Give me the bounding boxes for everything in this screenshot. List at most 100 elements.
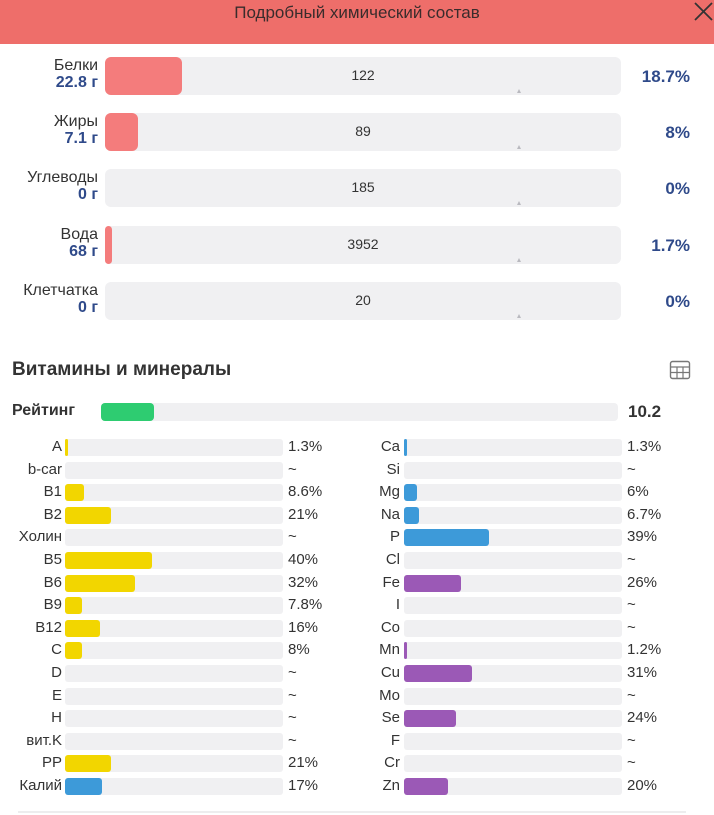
macro-bar: 122 [105, 57, 621, 95]
nutrient-row: B12 16% [0, 619, 714, 639]
nutrient-bar [404, 687, 622, 705]
nutrient-name: Se [381, 709, 400, 727]
macro-bar: 20 [105, 282, 621, 320]
nutrient-bar [404, 574, 622, 592]
nutrient-row: Cl ~ [0, 551, 714, 571]
table-view-button[interactable] [669, 360, 691, 380]
nutrient-percent: ~ [288, 731, 297, 749]
macro-row: Белки 22.8 г 122 18.7% [0, 57, 714, 103]
nutrient-name: F [390, 731, 400, 749]
nutrient-percent: 39% [627, 528, 658, 546]
nutrient-name: Na [380, 505, 400, 523]
nutrient-percent: ~ [627, 596, 636, 614]
nutrient-bar [404, 732, 622, 750]
macro-percent: 18.7% [641, 67, 690, 86]
nutrient-row: Ca 1.3% [0, 438, 714, 458]
nutrient-bar-fill [404, 506, 419, 524]
nutrient-name: вит.K [26, 731, 62, 749]
nutrient-percent: ~ [627, 686, 636, 704]
nutrient-name: I [395, 596, 400, 614]
nutrient-name: B6 [43, 573, 62, 591]
nutrient-bar-fill [404, 642, 407, 660]
nutrient-bar [404, 552, 622, 569]
nutrient-row: Zn 20% [0, 777, 714, 797]
nutrient-bar [65, 574, 283, 592]
macro-bar: 185 [105, 169, 621, 207]
nutrient-row: Fe 26% [0, 574, 714, 594]
nutrient-bar-fill [65, 439, 68, 456]
nutrient-percent: 16% [288, 618, 319, 636]
nutrient-row: b-car ~ [0, 461, 714, 481]
rating-bar-fill [101, 403, 154, 421]
nutrient-name: A [51, 438, 62, 455]
nutrient-percent: 7.8% [288, 596, 323, 614]
nutrient-name: Mn [379, 641, 400, 659]
nutrient-row: F ~ [0, 732, 714, 752]
nutrient-percent: 17% [288, 777, 319, 794]
nutrient-row: Mo ~ [0, 687, 714, 707]
nutrient-bar [65, 529, 283, 547]
nutrient-bar-fill [404, 439, 407, 456]
macro-percent: 1.7% [651, 236, 690, 255]
nutrient-row: Cu 31% [0, 664, 714, 684]
nutrient-row: Mn 1.2% [0, 641, 714, 661]
nutrient-bar [65, 461, 283, 479]
nutrient-bar [65, 597, 283, 615]
nutrient-row: B5 40% [0, 551, 714, 571]
nutrient-row: Co ~ [0, 619, 714, 639]
macro-norm: 89 [355, 123, 371, 139]
nutrient-bar-fill [404, 574, 461, 592]
nutrient-percent: ~ [627, 754, 636, 772]
nutrient-bar [404, 619, 622, 637]
close-icon [694, 2, 713, 21]
rating-value: 10.2 [628, 402, 662, 421]
macro-name: Вода [60, 226, 98, 243]
nutrient-bar-fill [65, 597, 82, 615]
nutrient-bar [65, 619, 283, 637]
nutrient-percent: 8% [288, 641, 310, 659]
nutrient-bar [404, 665, 622, 682]
nutrient-bar [404, 642, 622, 660]
macro-bar-fill [105, 113, 138, 151]
nutrient-percent: 6% [627, 483, 649, 501]
norm-marker [517, 314, 521, 318]
macro-row: Углеводы 0 г 185 0% [0, 169, 714, 215]
nutrient-row: D ~ [0, 664, 714, 684]
macro-bar: 3952 [105, 226, 621, 264]
nutrient-name: B1 [43, 483, 62, 501]
nutrient-name: Холин [18, 528, 62, 546]
nutrient-name: C [51, 641, 62, 659]
nutrient-name: D [51, 664, 62, 681]
nutrient-percent: 8.6% [288, 483, 323, 501]
nutrient-bar [65, 665, 283, 682]
close-button[interactable] [690, 0, 714, 24]
nutrient-bar-fill [65, 778, 102, 795]
nutrient-name: Fe [382, 573, 400, 591]
divider [18, 811, 686, 813]
macro-norm: 185 [351, 179, 375, 195]
macro-name: Жиры [53, 113, 98, 130]
nutrient-name: B12 [35, 618, 62, 636]
nutrient-bar [404, 506, 622, 524]
nutrient-bar [65, 755, 283, 773]
nutrient-name: Co [380, 618, 400, 636]
nutrient-row: B2 21% [0, 506, 714, 526]
macro-amount: 7.1 г [64, 130, 98, 147]
nutrient-percent: 20% [627, 777, 658, 794]
nutrient-row: Na 6.7% [0, 506, 714, 526]
nutrient-percent: 21% [288, 505, 319, 523]
nutrient-percent: ~ [288, 460, 297, 478]
nutrient-name: PP [41, 754, 62, 772]
macro-row: Клетчатка 0 г 20 0% [0, 282, 714, 328]
nutrient-bar-fill [404, 778, 448, 795]
nutrient-bar [404, 529, 622, 547]
nutrient-name: H [51, 709, 62, 727]
rating-bar [101, 403, 618, 421]
nutrient-row: Калий 17% [0, 777, 714, 797]
nutrient-bar [404, 778, 622, 795]
nutrient-row: Mg 6% [0, 483, 714, 503]
nutrient-bar [65, 484, 283, 502]
macro-norm: 122 [351, 67, 375, 83]
nutrient-name: Калий [19, 777, 62, 794]
macro-name: Клетчатка [23, 282, 98, 299]
